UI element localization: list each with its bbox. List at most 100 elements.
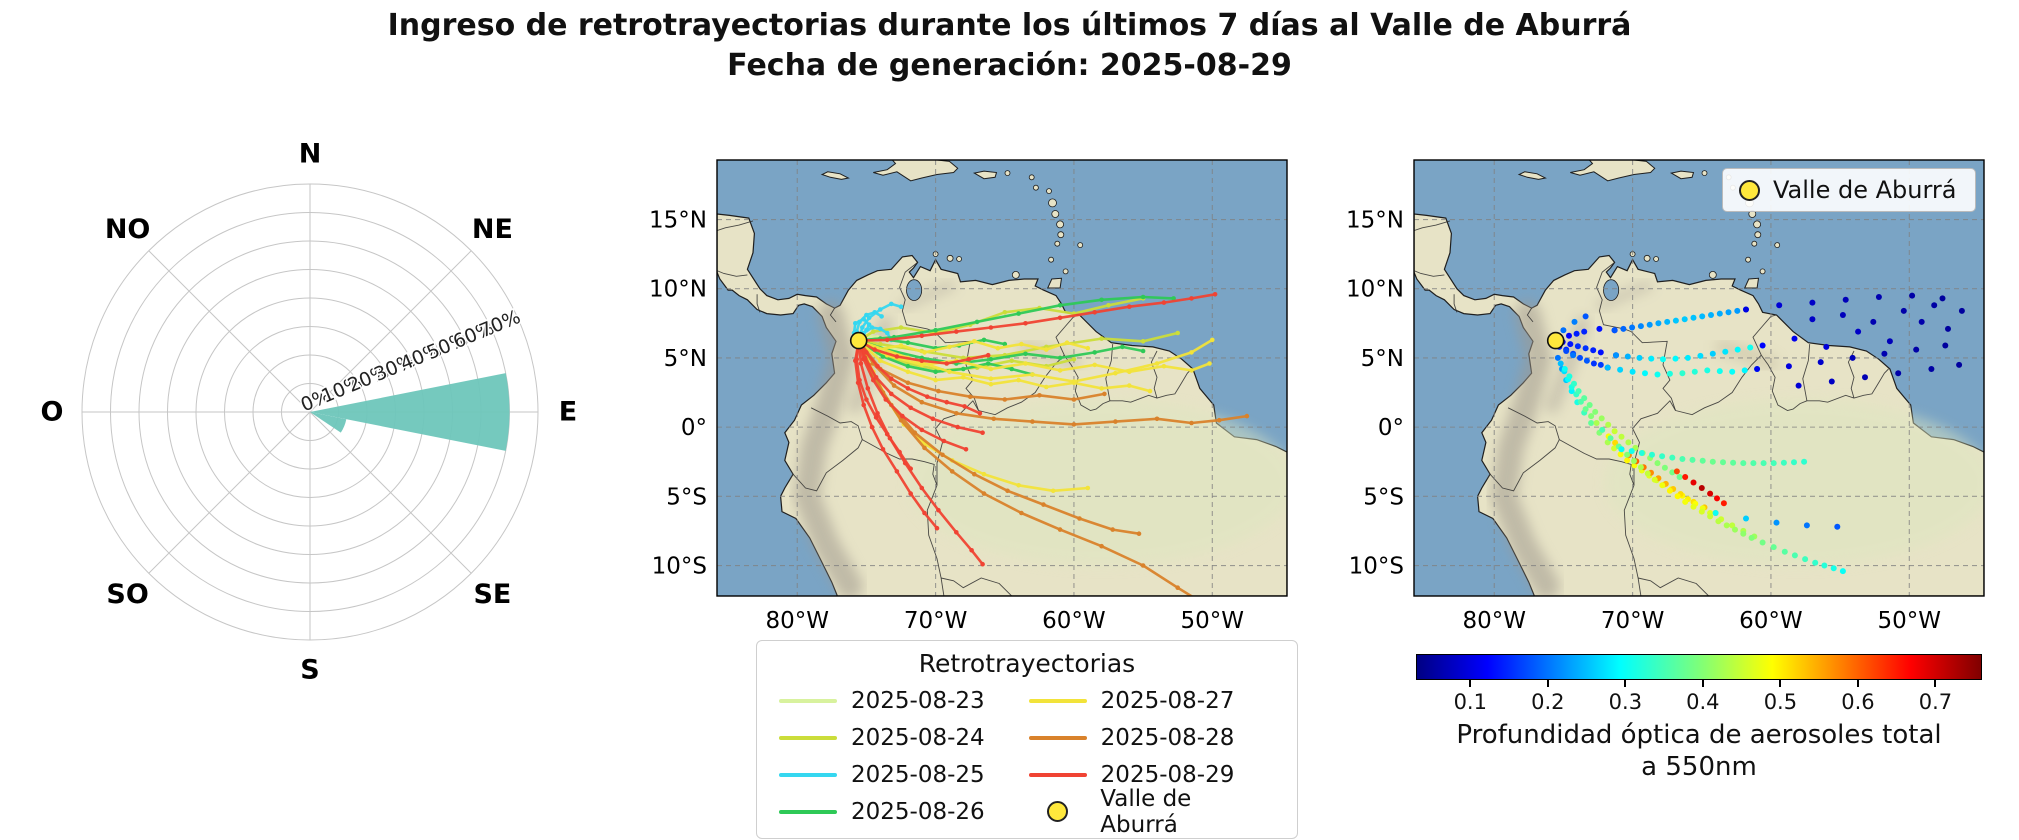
trajectory-point: [925, 394, 930, 399]
y-tick-label: 5°S: [666, 484, 707, 510]
windrose-sector: [310, 373, 510, 451]
trajectory-point: [1057, 527, 1063, 532]
trajectory-point: [873, 375, 879, 380]
trajectory-line: [857, 339, 984, 434]
island-dot: [1051, 210, 1060, 218]
aod-point: [1674, 493, 1681, 500]
aod-point: [1759, 342, 1766, 349]
station-marker-icon: [1046, 801, 1068, 822]
legend-line-icon: [1028, 772, 1087, 777]
trajectory-point: [974, 319, 980, 325]
country-border: [1638, 577, 1710, 596]
trajectory-point: [947, 369, 952, 375]
trajectory-point: [1244, 413, 1250, 419]
legend-label: Valle de Aburrá: [1100, 785, 1192, 838]
legend-item: 2025-08-25: [779, 756, 985, 793]
country-border: [1675, 354, 1762, 416]
aod-scatter-layer: [1552, 292, 1965, 575]
trajectory-point: [1023, 361, 1028, 366]
trajectory-point: [889, 376, 894, 381]
trajectory-point: [1140, 563, 1146, 568]
aod-legend-label: Valle de Aburrá: [1773, 176, 1957, 204]
country-border: [1489, 439, 1560, 492]
trajectory-point: [1189, 350, 1194, 355]
amazon-tint: [1604, 399, 1984, 566]
trajectory-point: [884, 337, 890, 343]
aod-point: [1830, 565, 1837, 572]
trajectory-point: [1110, 527, 1115, 532]
country-border: [1559, 439, 1635, 486]
trajectory-point: [980, 561, 985, 567]
trajectory-point: [873, 415, 879, 420]
trajectory-point: [988, 376, 994, 381]
trajectory-line: [857, 339, 1152, 393]
aod-point: [1690, 503, 1697, 510]
trajectory-point: [972, 471, 977, 477]
legend-item: 2025-08-23: [779, 682, 985, 719]
aod-point: [1699, 313, 1706, 320]
aod-point: [1776, 302, 1783, 309]
trajectory-point: [861, 316, 866, 322]
aod-point: [1722, 348, 1729, 355]
trajectory-point: [944, 399, 949, 405]
aod-point: [1666, 487, 1673, 494]
figure-title-line2: Fecha de generación: 2025-08-29: [727, 48, 1292, 83]
country-border: [1156, 368, 1192, 399]
country-border: [717, 270, 748, 277]
trajectory-point: [1023, 321, 1028, 326]
aod-point: [1942, 342, 1949, 349]
y-tick-label: 10°N: [1346, 277, 1404, 303]
trajectory-point: [1044, 384, 1049, 390]
aod-point: [1842, 296, 1849, 303]
trajectory-point: [905, 363, 911, 369]
trajectory-point: [1154, 416, 1160, 422]
colorbar-tick-label: 0.2: [1531, 690, 1565, 714]
trajectory-point: [934, 525, 940, 531]
aod-point: [1648, 355, 1655, 362]
island-dot: [1653, 256, 1660, 262]
trajectory-point: [962, 404, 967, 409]
trajectory-point: [985, 352, 991, 358]
trajectory-point: [1127, 383, 1132, 388]
aod-point: [1730, 459, 1737, 466]
aod-point: [1709, 350, 1716, 357]
aod-point: [1759, 539, 1766, 546]
aod-point: [1560, 327, 1567, 334]
aod-point: [1661, 464, 1668, 471]
trajectory-point: [955, 424, 960, 430]
trajectory-point: [864, 350, 869, 355]
aod-point: [1629, 324, 1636, 331]
aod-point: [1582, 345, 1589, 352]
trajectory-point: [1136, 531, 1142, 536]
trajectory-point: [1019, 510, 1024, 516]
map-frame: [1413, 159, 1985, 597]
aod-point: [1590, 360, 1597, 367]
y-tick-label: 15°N: [1346, 208, 1404, 234]
legend-sample: [1028, 698, 1087, 703]
legend-item: 2025-08-24: [779, 719, 985, 756]
aod-point: [1795, 382, 1802, 389]
trajectory-point: [898, 304, 904, 309]
trajectory-point: [866, 315, 872, 321]
aod-point: [1624, 353, 1631, 360]
trajectory-point: [912, 430, 918, 436]
trajectory-point: [922, 510, 927, 516]
country-border: [926, 485, 942, 579]
aod-point: [1715, 518, 1722, 525]
aod-point: [1712, 510, 1719, 516]
aod-point: [1582, 313, 1589, 320]
trajectory-line: [857, 339, 1145, 365]
trajectory-point: [1009, 358, 1014, 363]
g-shape: [1414, 160, 1984, 596]
trajectory-point: [919, 358, 925, 363]
trajectory-point: [949, 469, 955, 474]
trajectory-point: [981, 491, 987, 496]
colorbar-tick-mark: [1779, 680, 1782, 687]
trajectory-point: [1099, 386, 1104, 391]
legend-sample: [1029, 801, 1087, 822]
aod-point: [1684, 354, 1691, 361]
aod-point: [1651, 476, 1658, 483]
station-marker: [1546, 331, 1565, 350]
aod-point: [1939, 295, 1946, 302]
